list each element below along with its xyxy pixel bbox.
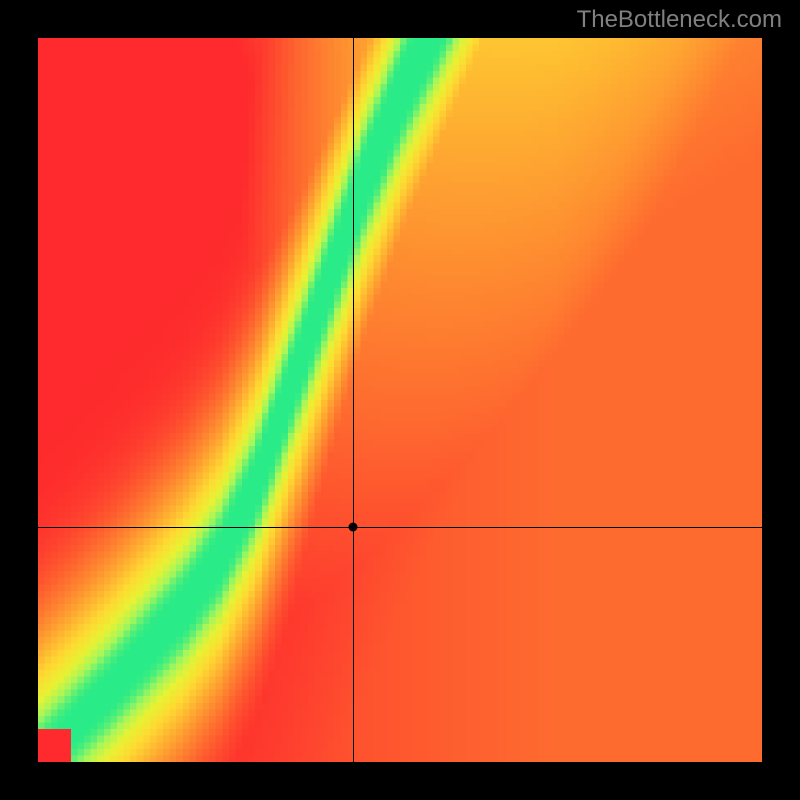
heatmap-canvas	[38, 38, 762, 762]
figure-container: TheBottleneck.com	[0, 0, 800, 800]
watermark-text: TheBottleneck.com	[577, 6, 782, 34]
plot-area	[38, 38, 762, 762]
